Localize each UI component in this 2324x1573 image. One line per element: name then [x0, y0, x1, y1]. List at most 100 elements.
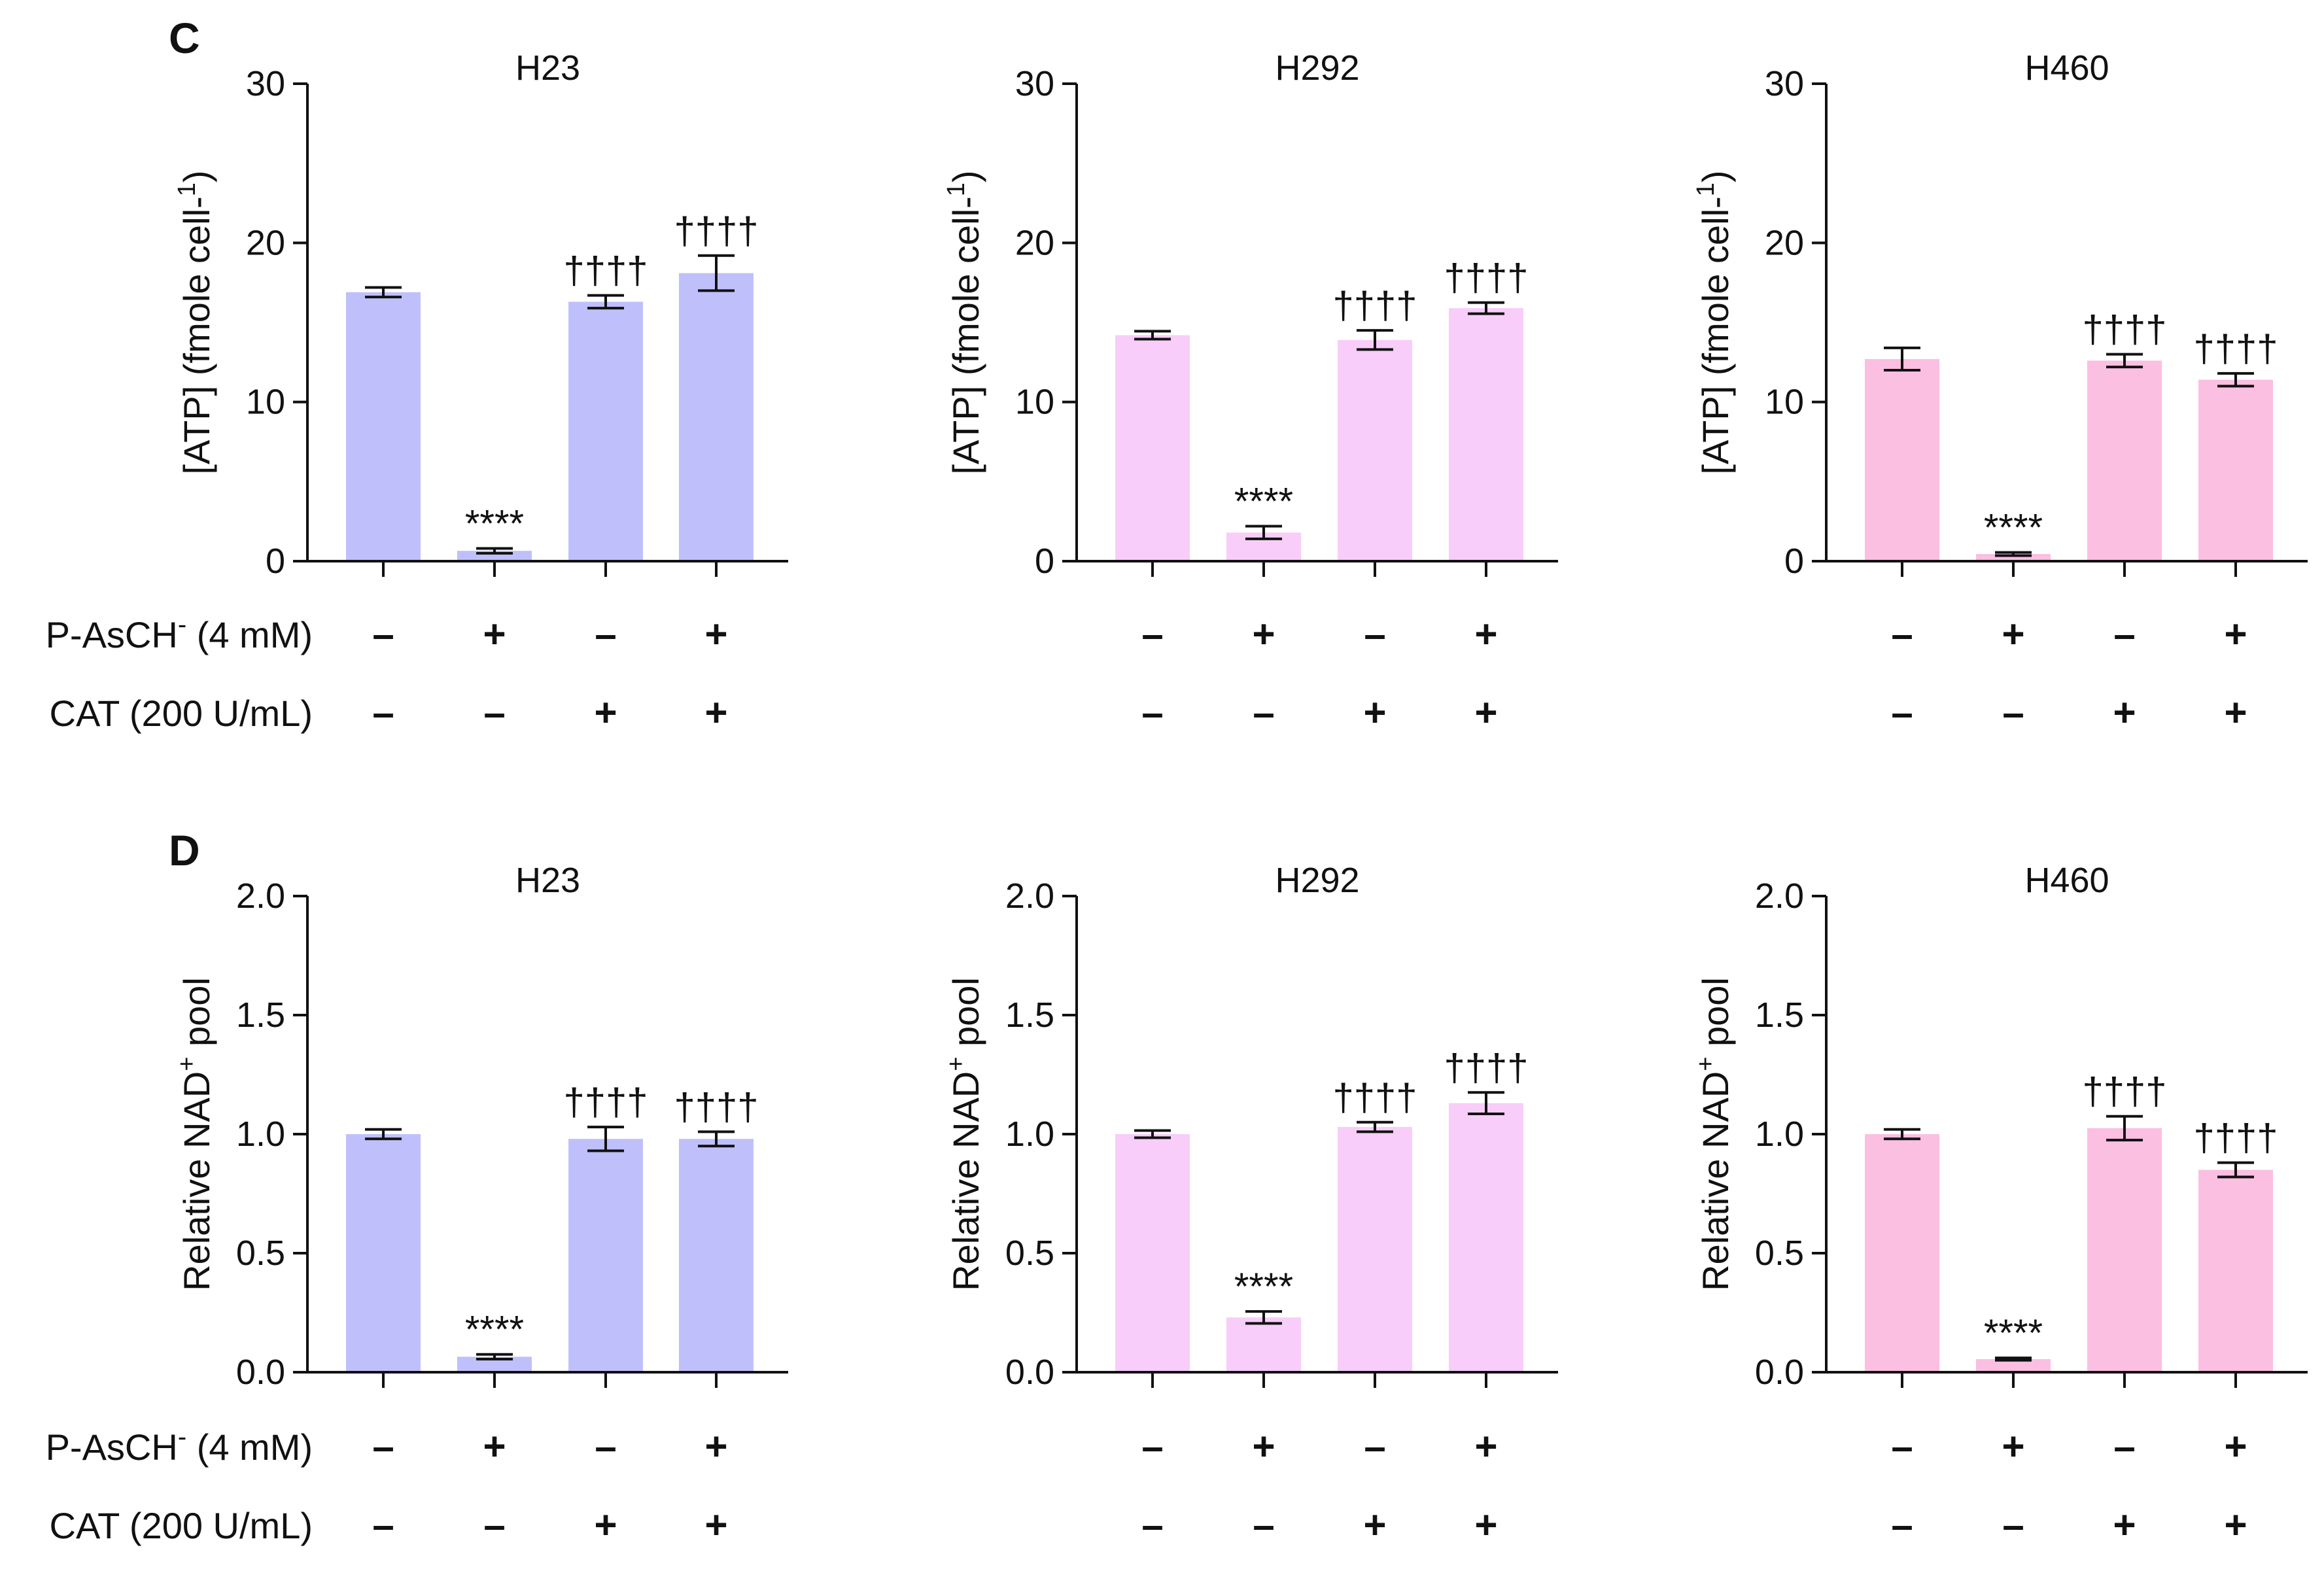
treatment1-sign-c-h292-1: + — [1252, 612, 1275, 656]
y-tick-label-c-h23-3: 30 — [246, 64, 285, 103]
significance-label-d-h292-3: †††† — [1444, 1046, 1528, 1089]
treatment2-sign-d-h23-0: – — [372, 1503, 394, 1547]
bar-d-h460-3 — [2198, 1169, 2273, 1372]
treatment1-sign-d-h292-1: + — [1252, 1425, 1275, 1468]
y-tick-label-d-h292-0: 0.0 — [1005, 1353, 1054, 1392]
significance-label-d-h23-2: †††† — [563, 1081, 648, 1124]
y-tick-label-c-h23-1: 10 — [246, 383, 285, 422]
panel-letter-d: D — [169, 826, 200, 874]
treatment2-sign-d-h23-2: + — [594, 1503, 617, 1547]
significance-label-c-h460-1: **** — [1984, 507, 2043, 549]
significance-label-c-h23-3: †††† — [674, 210, 758, 252]
treatment1-sign-d-h23-3: + — [704, 1425, 727, 1468]
treatment1-sign-d-h292-2: – — [1364, 1425, 1385, 1468]
treatment1-sign-d-h460-2: – — [2113, 1425, 2135, 1468]
y-tick-label-d-h292-1: 0.5 — [1005, 1234, 1054, 1273]
treatment2-sign-c-h460-1: – — [2002, 691, 2024, 735]
treatment2-label-d: CAT (200 U/mL) — [50, 1505, 313, 1546]
significance-label-d-h292-2: †††† — [1332, 1077, 1417, 1119]
treatment2-sign-c-h292-1: – — [1253, 691, 1274, 735]
bar-d-h292-0 — [1115, 1134, 1190, 1372]
treatment2-sign-d-h292-0: – — [1141, 1503, 1163, 1547]
chart-title-c-h292: H292 — [1275, 48, 1359, 88]
treatment1-sign-c-h292-2: – — [1364, 612, 1385, 656]
chart-title-d-h460: H460 — [2024, 861, 2109, 900]
significance-label-d-h460-2: †††† — [2082, 1071, 2166, 1113]
significance-label-c-h460-2: †††† — [2082, 309, 2166, 351]
significance-label-d-h23-1: **** — [465, 1309, 524, 1351]
bar-d-h23-3 — [679, 1139, 754, 1372]
significance-label-c-h460-3: †††† — [2193, 328, 2278, 370]
bar-c-h460-2 — [2087, 360, 2162, 561]
significance-label-c-h292-1: **** — [1234, 480, 1293, 523]
treatment1-sign-d-h460-3: + — [2224, 1425, 2247, 1468]
treatment1-sign-d-h23-2: – — [595, 1425, 616, 1468]
treatment1-sign-c-h292-3: + — [1474, 612, 1497, 656]
treatment1-sign-d-h23-0: – — [372, 1425, 394, 1468]
treatment2-sign-c-h292-2: + — [1363, 691, 1386, 735]
y-tick-label-d-h23-2: 1.0 — [236, 1115, 285, 1154]
treatment1-sign-d-h23-1: + — [483, 1425, 506, 1468]
y-axis-label-c-h460: [ATP] (fmole cell-1) — [1692, 170, 1736, 474]
y-tick-label-c-h292-0: 0 — [1035, 542, 1054, 581]
chart-title-d-h292: H292 — [1275, 861, 1359, 900]
treatment2-sign-c-h292-3: + — [1474, 691, 1497, 735]
bar-d-h292-2 — [1338, 1127, 1412, 1372]
treatment1-sign-d-h460-1: + — [2002, 1425, 2024, 1468]
y-tick-label-c-h460-3: 30 — [1765, 64, 1804, 103]
treatment1-sign-c-h23-1: + — [483, 612, 506, 656]
y-tick-label-d-h23-1: 0.5 — [236, 1234, 285, 1273]
bar-d-h292-1 — [1226, 1317, 1301, 1372]
chart-title-c-h23: H23 — [515, 48, 580, 88]
y-tick-label-c-h292-2: 20 — [1015, 223, 1054, 262]
y-tick-label-d-h23-4: 2.0 — [236, 876, 285, 916]
treatment1-sign-c-h460-3: + — [2224, 612, 2247, 656]
y-tick-label-d-h460-2: 1.0 — [1755, 1115, 1804, 1154]
y-tick-label-d-h23-3: 1.5 — [236, 995, 285, 1035]
treatment2-sign-c-h23-2: + — [594, 691, 617, 735]
treatment2-sign-c-h23-1: – — [483, 691, 505, 735]
treatment1-sign-c-h292-0: – — [1141, 612, 1163, 656]
bar-c-h23-0 — [346, 292, 421, 561]
y-tick-label-c-h292-1: 10 — [1015, 383, 1054, 422]
chart-title-c-h460: H460 — [2024, 48, 2109, 88]
bar-d-h23-0 — [346, 1134, 421, 1372]
panel-letter-c: C — [169, 14, 200, 62]
bar-d-h460-0 — [1865, 1134, 1939, 1372]
significance-label-c-h292-2: †††† — [1332, 285, 1417, 327]
treatment2-sign-d-h460-0: – — [1891, 1503, 1913, 1547]
y-tick-label-d-h460-4: 2.0 — [1755, 876, 1804, 916]
treatment2-sign-c-h460-3: + — [2224, 691, 2247, 735]
bar-c-h292-0 — [1115, 335, 1190, 561]
treatment2-sign-c-h460-2: + — [2113, 691, 2136, 735]
treatment1-sign-c-h23-3: + — [704, 612, 727, 656]
y-tick-label-c-h23-2: 20 — [246, 223, 285, 262]
bar-d-h460-2 — [2087, 1128, 2162, 1372]
significance-label-c-h23-1: **** — [465, 503, 524, 545]
treatment2-sign-d-h23-3: + — [704, 1503, 727, 1547]
treatment2-sign-d-h460-2: + — [2113, 1503, 2136, 1547]
significance-label-c-h292-3: †††† — [1444, 257, 1528, 300]
treatment1-sign-c-h460-1: + — [2002, 612, 2024, 656]
y-tick-label-d-h460-3: 1.5 — [1755, 995, 1804, 1035]
significance-label-c-h23-2: †††† — [563, 250, 648, 292]
y-tick-label-d-h460-1: 0.5 — [1755, 1234, 1804, 1273]
y-axis-label-d-h23: Relative NAD+ pool — [173, 977, 217, 1291]
y-tick-label-c-h292-3: 30 — [1015, 64, 1054, 103]
y-axis-label-c-h292: [ATP] (fmole cell-1) — [943, 170, 986, 474]
bar-c-h460-1 — [1976, 554, 2051, 561]
treatment1-label-c: P-AsCH- (4 mM) — [46, 610, 313, 655]
y-tick-label-c-h460-0: 0 — [1784, 542, 1804, 581]
treatment1-sign-d-h460-0: – — [1891, 1425, 1913, 1468]
treatment2-sign-d-h460-1: – — [2002, 1503, 2024, 1547]
bar-d-h23-1 — [457, 1357, 532, 1372]
treatment1-sign-d-h292-0: – — [1141, 1425, 1163, 1468]
bar-c-h23-2 — [568, 302, 643, 561]
treatment1-sign-c-h23-0: – — [372, 612, 394, 656]
treatment2-label-c: CAT (200 U/mL) — [50, 693, 313, 734]
treatment2-sign-d-h292-3: + — [1474, 1503, 1497, 1547]
bar-d-h460-1 — [1976, 1358, 2051, 1372]
treatment1-sign-c-h460-2: – — [2113, 612, 2135, 656]
